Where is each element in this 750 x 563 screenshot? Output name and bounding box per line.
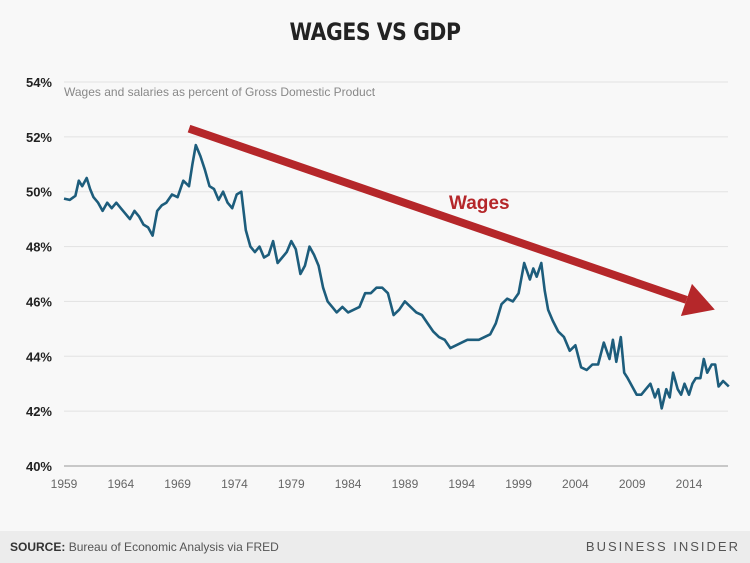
line-chart: 40% 42% 44% 46% 48% 50% 52% 54% 1959 1964 1969 197… [26,75,730,491]
brand-logo: BUSINESS INSIDER [585,539,740,554]
y-tick-label: 42% [26,404,52,419]
series-group [63,143,730,410]
x-tick-label: 1964 [107,477,134,491]
source-text: Bureau of Economic Analysis via FRED [68,540,279,554]
x-tick-label: 1969 [164,477,191,491]
chart-title: WAGES VS GDP [289,18,461,46]
y-tick-label: 52% [26,130,52,145]
y-tick-label: 54% [26,75,52,90]
y-tick-label: 44% [26,349,52,364]
source-note: SOURCE: Bureau of Economic Analysis via … [10,540,279,554]
y-tick-label: 40% [26,459,52,474]
x-tick-label: 2004 [562,477,589,491]
x-tick-label: 2009 [619,477,646,491]
annotation-label: Wages [449,193,510,214]
x-tick-label: 1984 [335,477,362,491]
gridlines [64,81,728,467]
x-tick-label: 1959 [51,477,78,491]
trend-arrow-head [680,283,715,316]
trend-arrow-shaft [187,124,688,304]
y-axis-ticks: 40% 42% 44% 46% 48% 50% 52% 54% [26,75,52,474]
y-tick-label: 50% [26,185,52,200]
x-tick-label: 1974 [221,477,248,491]
series-line [63,143,730,410]
x-tick-label: 1994 [448,477,475,491]
y-tick-label: 46% [26,294,52,309]
annotation-group: Wages [187,124,715,316]
x-tick-label: 1979 [278,477,305,491]
x-tick-label: 1989 [392,477,419,491]
x-tick-label: 2014 [676,477,703,491]
y-tick-label: 48% [26,240,52,255]
footer: SOURCE: Bureau of Economic Analysis via … [0,531,750,563]
chart-subtitle: Wages and salaries as percent of Gross D… [64,85,376,99]
source-label: SOURCE: [10,540,66,554]
x-tick-label: 1999 [505,477,532,491]
x-axis-ticks: 1959 1964 1969 1974 1979 1984 1989 1994 1999 2004… [51,477,703,491]
